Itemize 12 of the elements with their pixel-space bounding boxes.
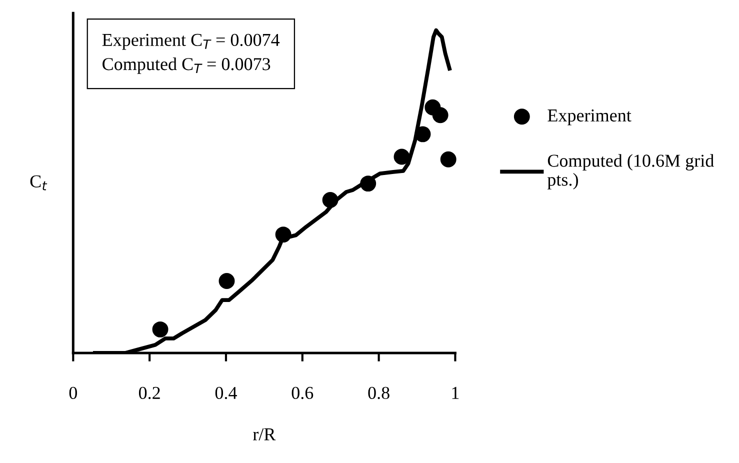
legend-label: Experiment [548,109,632,126]
legend-label: Computed (10.6M grid pts.) [547,154,714,190]
y-axis-title: C$_{t}$ [30,175,48,190]
x-tick-label: 0.4 [215,386,237,400]
x-axis-title: r/R [253,428,276,440]
x-tick-label: 0 [69,386,77,400]
x-tick-label: 0.6 [292,386,314,400]
x-tick-label: 0.8 [368,386,390,400]
annotation: Computed C$_{T}$ = 0.0073 [102,57,270,74]
x-tick-label: 1 [452,386,459,399]
annotation: Experiment C$_{T}$ = 0.0074 [102,34,280,50]
x-tick-label: 0.2 [138,386,160,400]
